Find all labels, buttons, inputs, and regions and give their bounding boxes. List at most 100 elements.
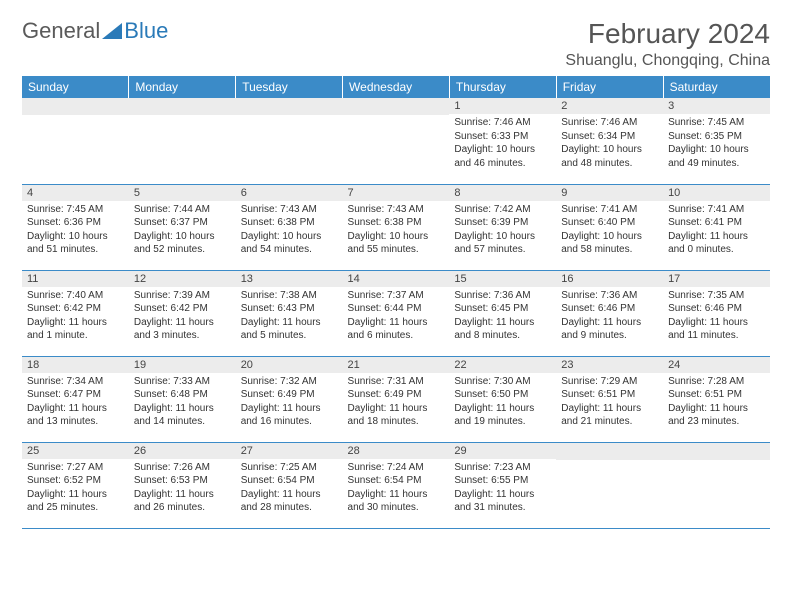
daylight-line: Daylight: 11 hours and 28 minutes. xyxy=(241,488,338,515)
day-details: Sunrise: 7:34 AMSunset: 6:47 PMDaylight:… xyxy=(22,373,129,431)
sunrise-line: Sunrise: 7:37 AM xyxy=(348,289,445,303)
sunrise-line: Sunrise: 7:29 AM xyxy=(561,375,658,389)
sunrise-line: Sunrise: 7:44 AM xyxy=(134,203,231,217)
day-number: 18 xyxy=(22,357,129,373)
daylight-line: Daylight: 11 hours and 3 minutes. xyxy=(134,316,231,343)
sunset-line: Sunset: 6:38 PM xyxy=(241,216,338,230)
sunrise-line: Sunrise: 7:27 AM xyxy=(27,461,124,475)
calendar-day-cell: 23Sunrise: 7:29 AMSunset: 6:51 PMDayligh… xyxy=(556,356,663,442)
day-number: 11 xyxy=(22,271,129,287)
brand-part1: General xyxy=(22,18,100,44)
calendar-day-cell: 8Sunrise: 7:42 AMSunset: 6:39 PMDaylight… xyxy=(449,184,556,270)
sunset-line: Sunset: 6:34 PM xyxy=(561,130,658,144)
brand-logo: General Blue xyxy=(22,18,168,44)
sunset-line: Sunset: 6:41 PM xyxy=(668,216,765,230)
daylight-line: Daylight: 11 hours and 5 minutes. xyxy=(241,316,338,343)
day-number: 13 xyxy=(236,271,343,287)
day-number: 4 xyxy=(22,185,129,201)
calendar-day-cell: 29Sunrise: 7:23 AMSunset: 6:55 PMDayligh… xyxy=(449,442,556,528)
sunset-line: Sunset: 6:55 PM xyxy=(454,474,551,488)
sunrise-line: Sunrise: 7:40 AM xyxy=(27,289,124,303)
day-number: 19 xyxy=(129,357,236,373)
daylight-line: Daylight: 10 hours and 46 minutes. xyxy=(454,143,551,170)
calendar-week-row: 25Sunrise: 7:27 AMSunset: 6:52 PMDayligh… xyxy=(22,442,770,528)
weekday-header: Monday xyxy=(129,76,236,98)
daylight-line: Daylight: 10 hours and 54 minutes. xyxy=(241,230,338,257)
day-details: Sunrise: 7:23 AMSunset: 6:55 PMDaylight:… xyxy=(449,459,556,517)
day-details: Sunrise: 7:35 AMSunset: 6:46 PMDaylight:… xyxy=(663,287,770,345)
sunset-line: Sunset: 6:45 PM xyxy=(454,302,551,316)
weekday-header: Friday xyxy=(556,76,663,98)
day-details: Sunrise: 7:37 AMSunset: 6:44 PMDaylight:… xyxy=(343,287,450,345)
calendar-day-cell: 11Sunrise: 7:40 AMSunset: 6:42 PMDayligh… xyxy=(22,270,129,356)
day-number: 24 xyxy=(663,357,770,373)
daylight-line: Daylight: 11 hours and 14 minutes. xyxy=(134,402,231,429)
sunset-line: Sunset: 6:43 PM xyxy=(241,302,338,316)
calendar-day-cell: 3Sunrise: 7:45 AMSunset: 6:35 PMDaylight… xyxy=(663,98,770,184)
sunset-line: Sunset: 6:40 PM xyxy=(561,216,658,230)
day-details: Sunrise: 7:42 AMSunset: 6:39 PMDaylight:… xyxy=(449,201,556,259)
day-number: 15 xyxy=(449,271,556,287)
empty-day xyxy=(663,443,770,460)
empty-day xyxy=(343,98,450,115)
day-number: 17 xyxy=(663,271,770,287)
daylight-line: Daylight: 11 hours and 19 minutes. xyxy=(454,402,551,429)
sunrise-line: Sunrise: 7:45 AM xyxy=(27,203,124,217)
calendar-day-cell: 28Sunrise: 7:24 AMSunset: 6:54 PMDayligh… xyxy=(343,442,450,528)
day-details: Sunrise: 7:36 AMSunset: 6:46 PMDaylight:… xyxy=(556,287,663,345)
day-number: 12 xyxy=(129,271,236,287)
sunrise-line: Sunrise: 7:38 AM xyxy=(241,289,338,303)
weekday-header: Saturday xyxy=(663,76,770,98)
day-number: 14 xyxy=(343,271,450,287)
sunset-line: Sunset: 6:53 PM xyxy=(134,474,231,488)
sunrise-line: Sunrise: 7:39 AM xyxy=(134,289,231,303)
day-number: 21 xyxy=(343,357,450,373)
brand-triangle-icon xyxy=(102,23,122,39)
calendar-day-cell: 18Sunrise: 7:34 AMSunset: 6:47 PMDayligh… xyxy=(22,356,129,442)
empty-day xyxy=(556,443,663,460)
daylight-line: Daylight: 10 hours and 58 minutes. xyxy=(561,230,658,257)
empty-day xyxy=(22,98,129,115)
daylight-line: Daylight: 11 hours and 23 minutes. xyxy=(668,402,765,429)
sunrise-line: Sunrise: 7:32 AM xyxy=(241,375,338,389)
sunrise-line: Sunrise: 7:43 AM xyxy=(348,203,445,217)
sunrise-line: Sunrise: 7:33 AM xyxy=(134,375,231,389)
day-number: 20 xyxy=(236,357,343,373)
day-number: 22 xyxy=(449,357,556,373)
daylight-line: Daylight: 10 hours and 51 minutes. xyxy=(27,230,124,257)
calendar-day-cell: 10Sunrise: 7:41 AMSunset: 6:41 PMDayligh… xyxy=(663,184,770,270)
day-details: Sunrise: 7:43 AMSunset: 6:38 PMDaylight:… xyxy=(343,201,450,259)
sunrise-line: Sunrise: 7:43 AM xyxy=(241,203,338,217)
day-details: Sunrise: 7:41 AMSunset: 6:40 PMDaylight:… xyxy=(556,201,663,259)
day-number: 16 xyxy=(556,271,663,287)
day-details: Sunrise: 7:44 AMSunset: 6:37 PMDaylight:… xyxy=(129,201,236,259)
day-number: 7 xyxy=(343,185,450,201)
page-header: General Blue February 2024 Shuanglu, Cho… xyxy=(22,18,770,70)
daylight-line: Daylight: 11 hours and 31 minutes. xyxy=(454,488,551,515)
sunrise-line: Sunrise: 7:31 AM xyxy=(348,375,445,389)
day-details: Sunrise: 7:45 AMSunset: 6:35 PMDaylight:… xyxy=(663,114,770,172)
day-details: Sunrise: 7:24 AMSunset: 6:54 PMDaylight:… xyxy=(343,459,450,517)
day-details: Sunrise: 7:28 AMSunset: 6:51 PMDaylight:… xyxy=(663,373,770,431)
sunset-line: Sunset: 6:54 PM xyxy=(348,474,445,488)
calendar-day-cell: 27Sunrise: 7:25 AMSunset: 6:54 PMDayligh… xyxy=(236,442,343,528)
daylight-line: Daylight: 11 hours and 21 minutes. xyxy=(561,402,658,429)
day-details: Sunrise: 7:40 AMSunset: 6:42 PMDaylight:… xyxy=(22,287,129,345)
day-number: 23 xyxy=(556,357,663,373)
day-number: 3 xyxy=(663,98,770,114)
calendar-day-cell xyxy=(236,98,343,184)
calendar-week-row: 18Sunrise: 7:34 AMSunset: 6:47 PMDayligh… xyxy=(22,356,770,442)
daylight-line: Daylight: 11 hours and 1 minute. xyxy=(27,316,124,343)
day-details: Sunrise: 7:27 AMSunset: 6:52 PMDaylight:… xyxy=(22,459,129,517)
sunrise-line: Sunrise: 7:42 AM xyxy=(454,203,551,217)
calendar-day-cell: 9Sunrise: 7:41 AMSunset: 6:40 PMDaylight… xyxy=(556,184,663,270)
calendar-week-row: 4Sunrise: 7:45 AMSunset: 6:36 PMDaylight… xyxy=(22,184,770,270)
daylight-line: Daylight: 11 hours and 8 minutes. xyxy=(454,316,551,343)
calendar-day-cell: 5Sunrise: 7:44 AMSunset: 6:37 PMDaylight… xyxy=(129,184,236,270)
sunset-line: Sunset: 6:48 PM xyxy=(134,388,231,402)
sunset-line: Sunset: 6:44 PM xyxy=(348,302,445,316)
weekday-header: Thursday xyxy=(449,76,556,98)
calendar-body: 1Sunrise: 7:46 AMSunset: 6:33 PMDaylight… xyxy=(22,98,770,528)
day-details: Sunrise: 7:30 AMSunset: 6:50 PMDaylight:… xyxy=(449,373,556,431)
calendar-week-row: 1Sunrise: 7:46 AMSunset: 6:33 PMDaylight… xyxy=(22,98,770,184)
